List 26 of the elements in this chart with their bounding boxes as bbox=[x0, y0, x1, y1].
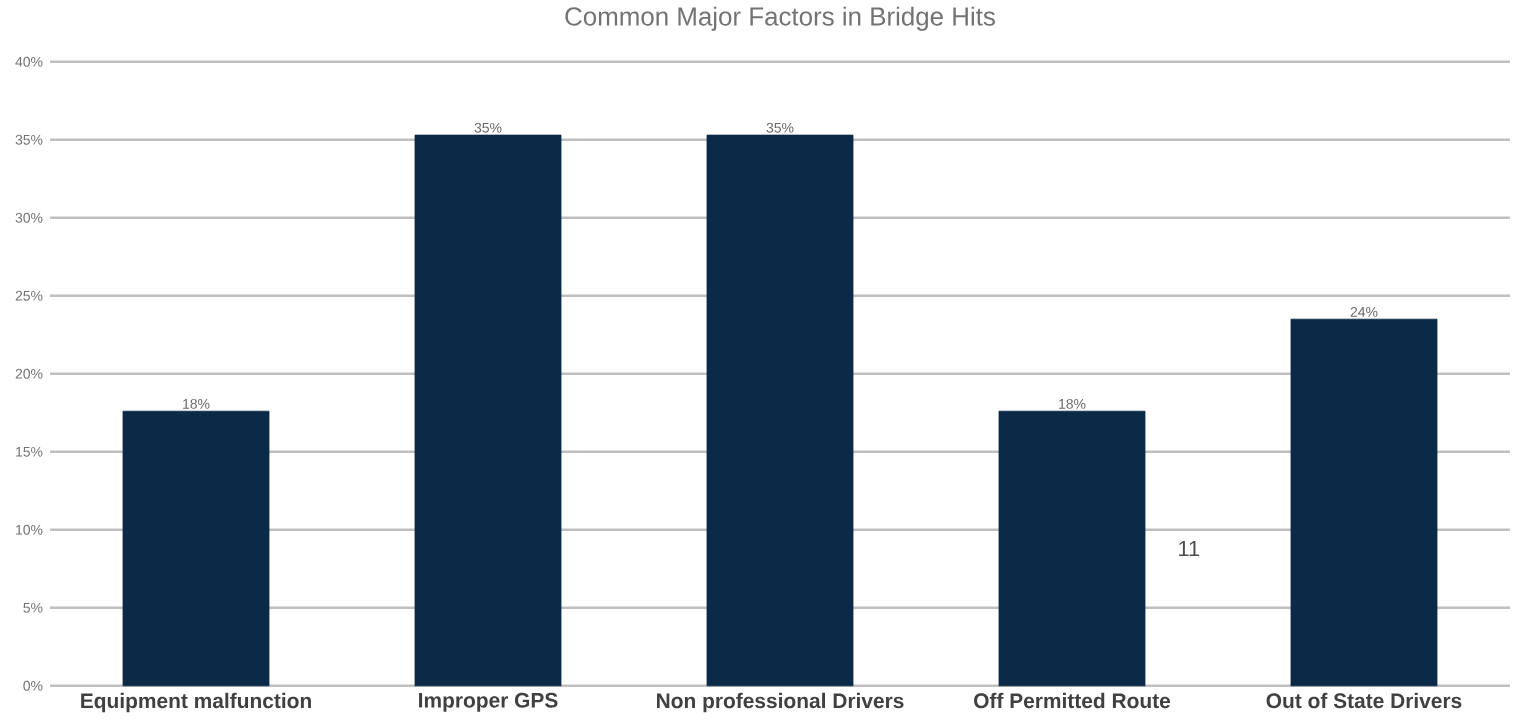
data-label: 35% bbox=[474, 122, 502, 133]
data-label: 24% bbox=[1350, 307, 1378, 317]
y-tick-label: 25% bbox=[15, 290, 43, 301]
y-tick-label: 20% bbox=[15, 368, 43, 379]
bar bbox=[122, 410, 270, 687]
y-tick-label: 35% bbox=[15, 134, 43, 145]
y-tick-label: 30% bbox=[15, 212, 43, 223]
annotation: 11 bbox=[1179, 541, 1200, 557]
data-label: 18% bbox=[1059, 399, 1086, 409]
x-tick-label: Non professional Drivers bbox=[657, 692, 904, 713]
data-label: 18% bbox=[183, 399, 210, 409]
data-label: 35% bbox=[766, 122, 794, 133]
x-tick-label: Out of State Drivers bbox=[1266, 692, 1462, 709]
x-tick-label: Off Permitted Route bbox=[974, 692, 1171, 709]
y-tick-label: 40% bbox=[15, 56, 43, 67]
bar bbox=[1290, 318, 1438, 687]
y-tick-label: 0% bbox=[23, 680, 43, 691]
x-tick-label: Equipment malfunction bbox=[81, 692, 311, 713]
y-tick-label: 5% bbox=[23, 602, 43, 613]
bar bbox=[706, 134, 854, 687]
bar bbox=[998, 410, 1146, 687]
x-tick-label: Improper GPS bbox=[419, 692, 558, 712]
y-tick-label: 10% bbox=[16, 524, 43, 535]
bar bbox=[414, 134, 562, 687]
y-tick-label: 15% bbox=[16, 446, 43, 457]
chart-title: Common Major Factors in Bridge Hits bbox=[565, 6, 995, 31]
